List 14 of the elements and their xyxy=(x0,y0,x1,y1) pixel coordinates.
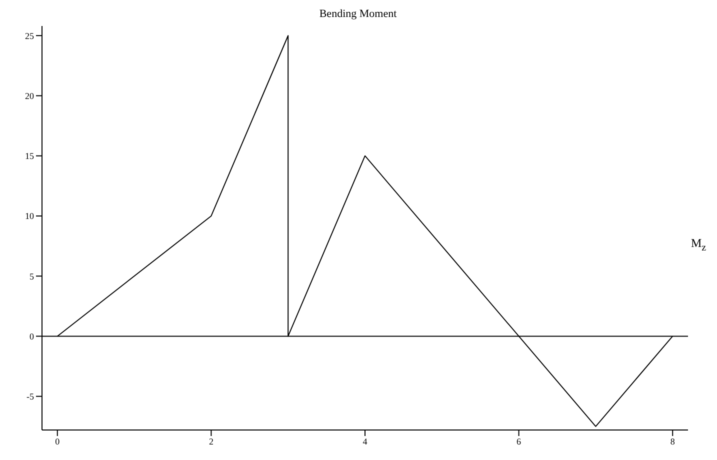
y-tick-label: -5 xyxy=(26,392,34,402)
y-tick-label: 20 xyxy=(25,90,34,101)
y-tick-label: 15 xyxy=(25,151,34,162)
chart-title: Bending Moment xyxy=(318,8,398,20)
x-tick-label: 4 xyxy=(362,436,368,446)
y-tick-label: 0 xyxy=(30,331,34,342)
x-tick-label: 2 xyxy=(208,436,214,446)
x-tick-label: 0 xyxy=(55,436,60,446)
x-tick-label: 6 xyxy=(516,436,522,446)
x-tick-label: 8 xyxy=(670,436,676,446)
y-tick-label: 25 xyxy=(25,30,34,41)
y-axis-title: M$_{z}$ xyxy=(691,236,706,254)
y-tick-label: 10 xyxy=(25,211,34,222)
y-tick-label: 5 xyxy=(30,271,34,282)
